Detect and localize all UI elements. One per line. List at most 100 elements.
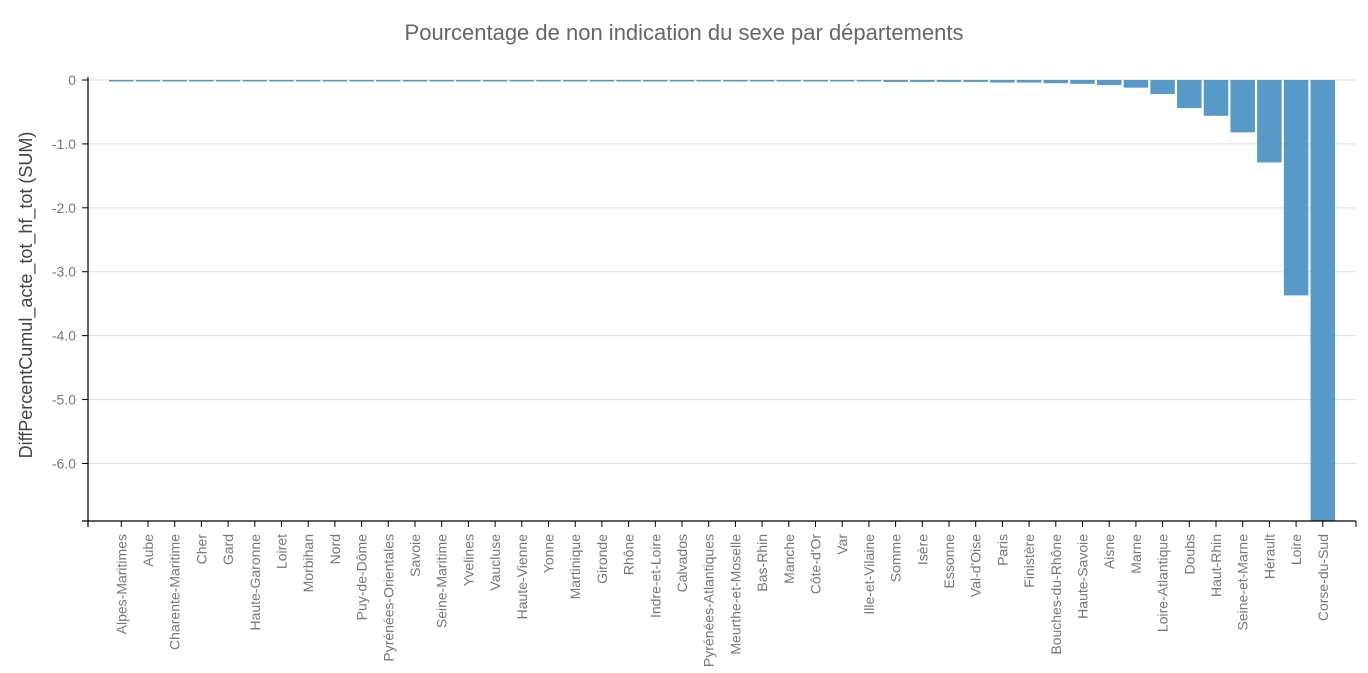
bar bbox=[322, 80, 348, 82]
bar bbox=[669, 80, 695, 82]
x-tick-label: Ille-et-Vilaine bbox=[861, 534, 877, 615]
bar bbox=[349, 80, 374, 82]
x-tick-label: Gironde bbox=[594, 534, 610, 584]
bar bbox=[482, 80, 508, 82]
y-tick-label: -5.0 bbox=[52, 392, 76, 408]
bar bbox=[1230, 80, 1255, 133]
x-tick-label: Martinique bbox=[567, 534, 583, 600]
chart-title: Pourcentage de non indication du sexe pa… bbox=[405, 20, 964, 45]
bar bbox=[269, 80, 294, 82]
y-tick-label: 0 bbox=[68, 72, 76, 88]
bar bbox=[776, 80, 802, 82]
bar bbox=[402, 80, 428, 82]
x-tick-label: Somme bbox=[888, 534, 904, 582]
x-tick-label: Marne bbox=[1128, 534, 1144, 574]
x-tick-label: Haute-Garonne bbox=[247, 534, 263, 631]
x-tick-label: Indre-et-Loire bbox=[647, 534, 663, 618]
y-tick-label: -6.0 bbox=[52, 455, 76, 471]
x-tick-label: Côte-d'Or bbox=[808, 534, 824, 595]
bar bbox=[562, 80, 588, 82]
x-tick-label: Aisne bbox=[1101, 534, 1117, 569]
x-tick-label: Alpes-Maritimes bbox=[113, 534, 129, 634]
x-tick-label: Pyrénées-Orientales bbox=[380, 534, 396, 662]
x-tick-label: Puy-de-Dôme bbox=[354, 534, 370, 621]
bar bbox=[1043, 80, 1069, 84]
bar bbox=[189, 80, 214, 82]
y-tick-label: -3.0 bbox=[52, 264, 76, 280]
x-tick-label: Haute-Savoie bbox=[1075, 534, 1091, 619]
bar bbox=[1016, 80, 1042, 83]
bar bbox=[936, 80, 962, 82]
bar bbox=[1177, 80, 1202, 109]
y-tick-label: -2.0 bbox=[52, 200, 76, 216]
bar bbox=[1150, 80, 1175, 95]
bar bbox=[1203, 80, 1229, 116]
x-tick-label: Nord bbox=[327, 534, 343, 564]
bar bbox=[1283, 80, 1309, 296]
x-tick-label: Savoie bbox=[407, 534, 423, 577]
bar bbox=[589, 80, 615, 82]
x-tick-label: Val-d'Oise bbox=[968, 534, 984, 597]
x-tick-label: Essonne bbox=[941, 534, 957, 589]
bar bbox=[963, 80, 988, 82]
x-tick-label: Bas-Rhin bbox=[754, 534, 770, 592]
bar bbox=[242, 80, 268, 82]
category-labels: Alpes-Maritimes Aube Charente-Maritime Cher… bbox=[113, 534, 1331, 667]
x-tick-label: Bouches-du-Rhône bbox=[1048, 534, 1064, 655]
bar bbox=[1123, 80, 1149, 88]
bar bbox=[749, 80, 775, 82]
bar bbox=[295, 80, 321, 82]
bar bbox=[1310, 80, 1336, 521]
bar bbox=[696, 80, 721, 82]
bar bbox=[643, 80, 668, 82]
bar bbox=[215, 80, 241, 82]
x-tick-label: Finistère bbox=[1021, 534, 1037, 588]
x-tick-label: Hérault bbox=[1261, 534, 1277, 579]
x-tick-label: Vaucluse bbox=[487, 534, 503, 591]
x-tick-label: Morbihan bbox=[300, 534, 316, 592]
x-tick-label: Meurthe-et-Moselle bbox=[727, 534, 743, 655]
x-tick-label: Gard bbox=[220, 534, 236, 565]
bar bbox=[829, 80, 855, 82]
x-tick-label: Yvelines bbox=[460, 534, 476, 586]
x-tick-label: Loiret bbox=[274, 534, 290, 569]
bar bbox=[856, 80, 882, 82]
bar bbox=[1070, 80, 1095, 84]
bar bbox=[803, 80, 828, 82]
x-tick-label: Pyrénées-Atlantiques bbox=[701, 534, 717, 667]
x-tick-label: Aube bbox=[140, 534, 156, 567]
y-tick-label: -4.0 bbox=[52, 328, 76, 344]
x-tick-label: Seine-Maritime bbox=[434, 534, 450, 628]
x-tick-label: Cher bbox=[193, 534, 209, 565]
y-tick-label: -1.0 bbox=[52, 136, 76, 152]
bar bbox=[429, 80, 454, 82]
bar bbox=[990, 80, 1015, 83]
x-tick-label: Doubs bbox=[1181, 534, 1197, 574]
bar bbox=[723, 80, 748, 82]
bar bbox=[109, 80, 134, 82]
bar bbox=[1096, 80, 1122, 86]
x-tick-label: Manche bbox=[781, 534, 797, 584]
x-tick-label: Haut-Rhin bbox=[1208, 534, 1224, 597]
x-tick-label: Seine-et-Marne bbox=[1235, 534, 1251, 631]
bars bbox=[109, 80, 1336, 521]
bar bbox=[509, 80, 535, 82]
x-tick-label: Rhône bbox=[621, 534, 637, 575]
x-tick-label: Loire-Atlantique bbox=[1155, 534, 1171, 632]
gridlines bbox=[88, 79, 1356, 464]
x-tick-label: Calvados bbox=[674, 534, 690, 592]
bar bbox=[376, 80, 401, 82]
x-tick-label: Charente-Maritime bbox=[167, 534, 183, 650]
x-tick-label: Loire bbox=[1288, 534, 1304, 565]
x-tick-label: Isère bbox=[914, 534, 930, 565]
bar bbox=[1257, 80, 1282, 163]
bar bbox=[536, 80, 561, 82]
bar bbox=[616, 80, 641, 82]
bar bbox=[162, 80, 187, 82]
bar bbox=[135, 80, 161, 82]
x-tick-label: Haute-Vienne bbox=[514, 534, 530, 620]
x-tick-label: Yonne bbox=[541, 534, 557, 573]
y-axis-label: DiffPercentCumul_acte_tot_hf_tot (SUM) bbox=[16, 132, 37, 459]
x-tick-label: Paris bbox=[994, 534, 1010, 566]
